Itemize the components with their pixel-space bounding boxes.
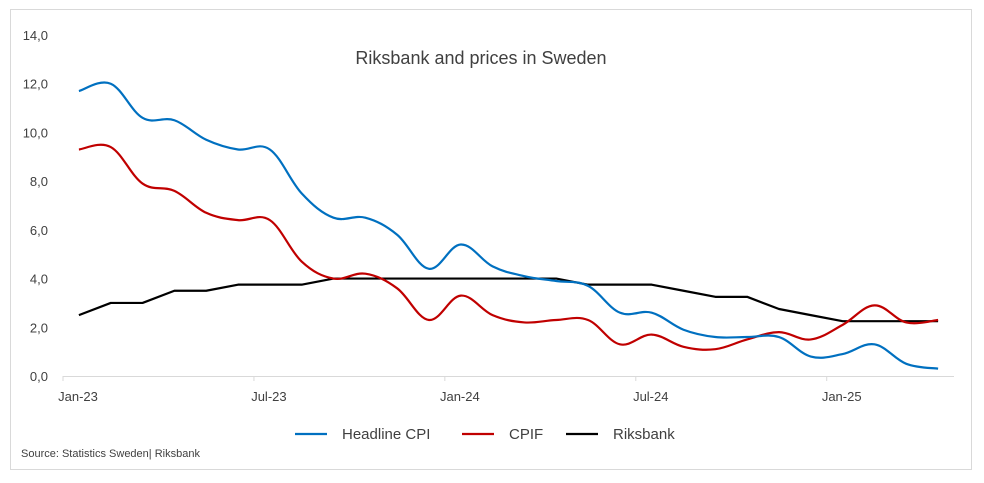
y-tick-label: 10,0 — [23, 125, 48, 140]
y-tick-label: 4,0 — [30, 272, 48, 287]
legend: Headline CPI CPIF Riksbank — [295, 426, 675, 443]
y-tick-label: 12,0 — [23, 77, 48, 92]
y-axis: 0,0 2,0 4,0 6,0 8,0 10,0 12,0 14,0 — [23, 28, 48, 384]
y-tick-label: 8,0 — [30, 174, 48, 189]
chart-border — [10, 9, 972, 470]
y-tick-label: 2,0 — [30, 320, 48, 335]
legend-item-cpif: CPIF — [462, 426, 543, 443]
x-tick-label: Jan-24 — [440, 389, 480, 404]
y-tick-label: 14,0 — [23, 28, 48, 43]
x-tick-label: Jan-23 — [58, 389, 98, 404]
x-tick-label: Jul-24 — [633, 389, 668, 404]
x-axis: Jan-23 Jul-23 Jan-24 Jul-24 Jan-25 — [58, 376, 954, 404]
chart-title: Riksbank and prices in Sweden — [355, 48, 606, 68]
legend-label: CPIF — [509, 426, 543, 443]
legend-label: Riksbank — [613, 426, 675, 443]
legend-label: Headline CPI — [342, 426, 430, 443]
series-line-headline-cpi — [78, 81, 939, 370]
series-group — [78, 81, 939, 370]
x-tick-label: Jan-25 — [822, 389, 862, 404]
x-tick-label: Jul-23 — [251, 389, 286, 404]
series-line-riksbank — [78, 277, 939, 323]
y-tick-label: 0,0 — [30, 369, 48, 384]
source-note: Source: Statistics Sweden| Riksbank — [21, 448, 200, 460]
series-line-cpif — [78, 143, 939, 351]
y-tick-label: 6,0 — [30, 223, 48, 238]
legend-item-headline-cpi: Headline CPI — [295, 426, 430, 443]
legend-item-riksbank: Riksbank — [566, 426, 675, 443]
